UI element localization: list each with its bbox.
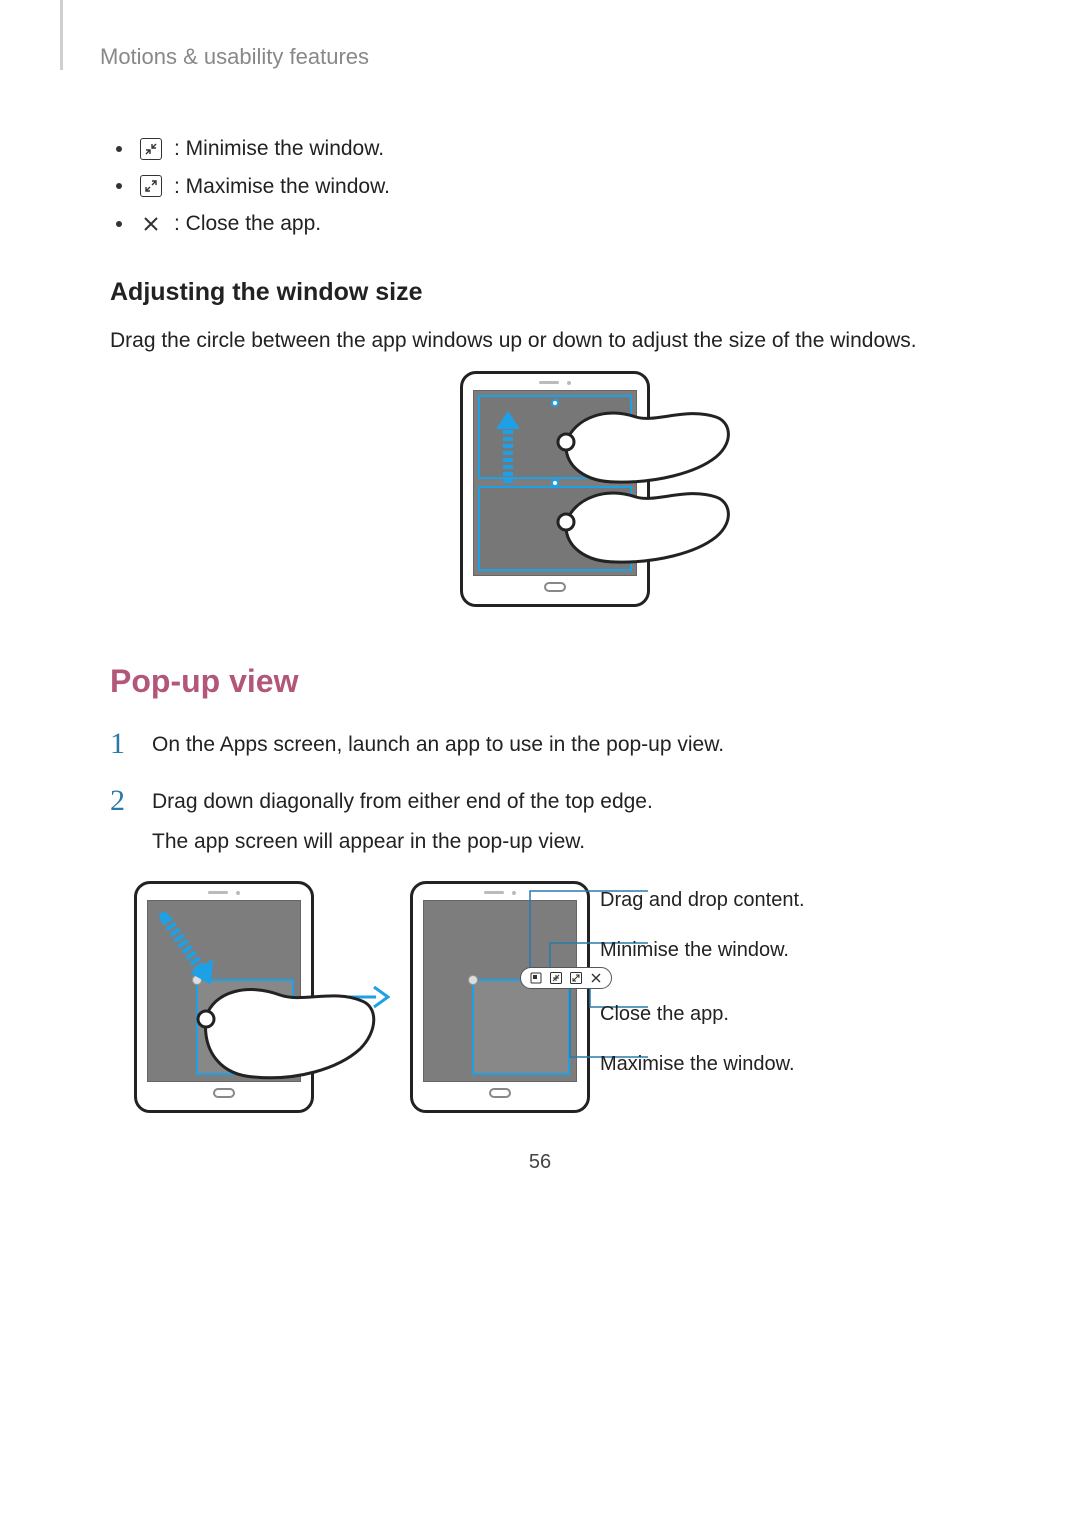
drag-diagonal-arrow-icon: [158, 911, 222, 995]
callout-labels: Drag and drop content. Minimise the wind…: [600, 875, 805, 1089]
minimise-icon: [549, 971, 563, 985]
bullet: [116, 146, 122, 152]
tablet-illustration: [460, 371, 650, 607]
step-text: The app screen will appear in the pop-up…: [152, 826, 1000, 858]
list-item: : Minimise the window.: [116, 133, 1000, 165]
page-number: 56: [0, 1147, 1080, 1177]
flow-arrow-icon: [334, 983, 390, 1011]
popup-toolbar: [520, 967, 612, 989]
figure-split-resize: [110, 371, 1000, 607]
callout-text: Maximise the window.: [600, 1049, 795, 1079]
callout-text: Minimise the window.: [600, 935, 789, 965]
steps-list: 1 On the Apps screen, launch an app to u…: [110, 729, 1000, 866]
bullet: [116, 221, 122, 227]
maximise-icon: [569, 971, 583, 985]
callout-text: Drag and drop content.: [600, 885, 805, 915]
bullet: [116, 183, 122, 189]
close-icon: [589, 971, 603, 985]
close-icon: [140, 213, 162, 235]
minimise-icon: [140, 138, 162, 160]
list-item: : Close the app.: [116, 208, 1000, 240]
step-text: Drag down diagonally from either end of …: [152, 786, 1000, 818]
breadcrumb: Motions & usability features: [100, 40, 1000, 73]
section-heading-popup: Pop-up view: [110, 657, 1000, 705]
adjust-body: Drag the circle between the app windows …: [110, 325, 1000, 357]
header-rule: [60, 0, 63, 70]
callout-text: Close the app.: [600, 999, 729, 1029]
step-text: On the Apps screen, launch an app to use…: [152, 729, 1000, 761]
step-item: 1 On the Apps screen, launch an app to u…: [110, 729, 1000, 769]
subheading-adjust: Adjusting the window size: [110, 274, 1000, 312]
list-text: : Maximise the window.: [174, 171, 390, 203]
tablet-illustration: [134, 881, 314, 1113]
drag-content-icon: [529, 971, 543, 985]
step-number: 1: [110, 729, 134, 759]
step-number: 2: [110, 786, 134, 816]
figure-popup-flow: Drag and drop content. Minimise the wind…: [134, 881, 1000, 1113]
step-item: 2 Drag down diagonally from either end o…: [110, 786, 1000, 865]
maximise-icon: [140, 175, 162, 197]
list-item: : Maximise the window.: [116, 171, 1000, 203]
icon-bullet-list: : Minimise the window. : Maximise the wi…: [116, 133, 1000, 240]
drag-up-arrow-icon: [494, 409, 522, 485]
list-text: : Close the app.: [174, 208, 321, 240]
list-text: : Minimise the window.: [174, 133, 384, 165]
